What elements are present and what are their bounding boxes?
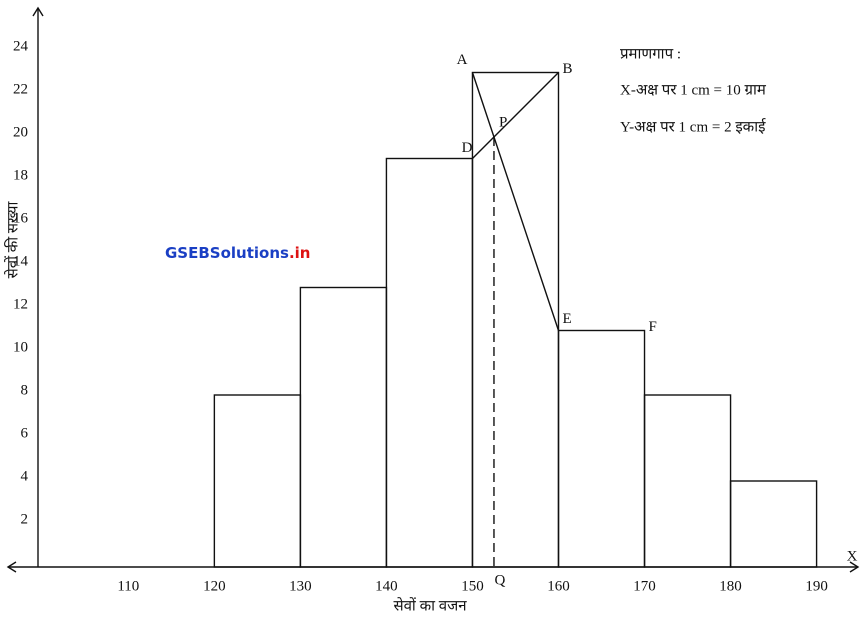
scale-line: Y-अक्ष पर 1 cm = 2 इकाई <box>620 117 766 135</box>
point-label: P <box>499 114 507 130</box>
y-axis-arrow <box>32 6 44 17</box>
point-label: F <box>649 319 657 335</box>
bar <box>299 286 388 568</box>
x-axis-arrow <box>6 561 860 573</box>
bar <box>213 394 302 568</box>
x-tick-label: 150 <box>461 578 484 594</box>
scale-line: X-अक्ष पर 1 cm = 10 ग्राम <box>620 82 767 98</box>
scale-title: प्रमाणगाप : <box>620 46 681 62</box>
x-tick-label: 180 <box>719 578 742 594</box>
y-tick-label: 6 <box>21 425 29 441</box>
y-tick-label: 8 <box>21 382 29 398</box>
y-tick-label: 18 <box>13 167 28 183</box>
x-tick-label: 110 <box>117 578 139 594</box>
y-tick-label: 20 <box>13 124 28 140</box>
x-tick-label: 120 <box>203 578 226 594</box>
y-axis-label: सेवों की सख्या <box>3 201 21 279</box>
point-label: E <box>562 311 571 327</box>
x-tick-label: 190 <box>805 578 828 594</box>
watermark-domain: .in <box>289 244 311 262</box>
x-tick-label: 140 <box>375 578 398 594</box>
x-tick-label: 160 <box>547 578 570 594</box>
y-tick-label: 10 <box>13 339 28 355</box>
bar <box>557 329 646 568</box>
construction-line <box>471 72 559 159</box>
watermark-main: GSEBSolutions <box>165 244 289 262</box>
x-tick-label: 130 <box>289 578 312 594</box>
y-tick-label: 2 <box>21 511 29 527</box>
x-axis-label: सेवों का वजन <box>393 596 467 614</box>
y-tick-label: 24 <box>13 38 29 54</box>
construction-line <box>471 72 560 331</box>
y-tick-label: 22 <box>13 81 28 97</box>
point-label: B <box>562 61 572 77</box>
point-label: A <box>457 52 468 68</box>
y-tick-label: 12 <box>13 296 28 312</box>
x-tick-label: 170 <box>633 578 656 594</box>
x-axis-name: X <box>847 548 858 564</box>
y-tick-label: 16 <box>13 210 29 226</box>
point-label: Q <box>495 572 506 588</box>
bar <box>471 71 560 568</box>
point-label: D <box>462 140 473 156</box>
y-tick-label: 14 <box>13 253 29 269</box>
bar <box>385 157 474 568</box>
watermark: GSEBSolutions.in <box>165 244 310 262</box>
y-tick-label: 4 <box>21 468 29 484</box>
bar <box>729 480 818 568</box>
bar <box>643 394 732 568</box>
